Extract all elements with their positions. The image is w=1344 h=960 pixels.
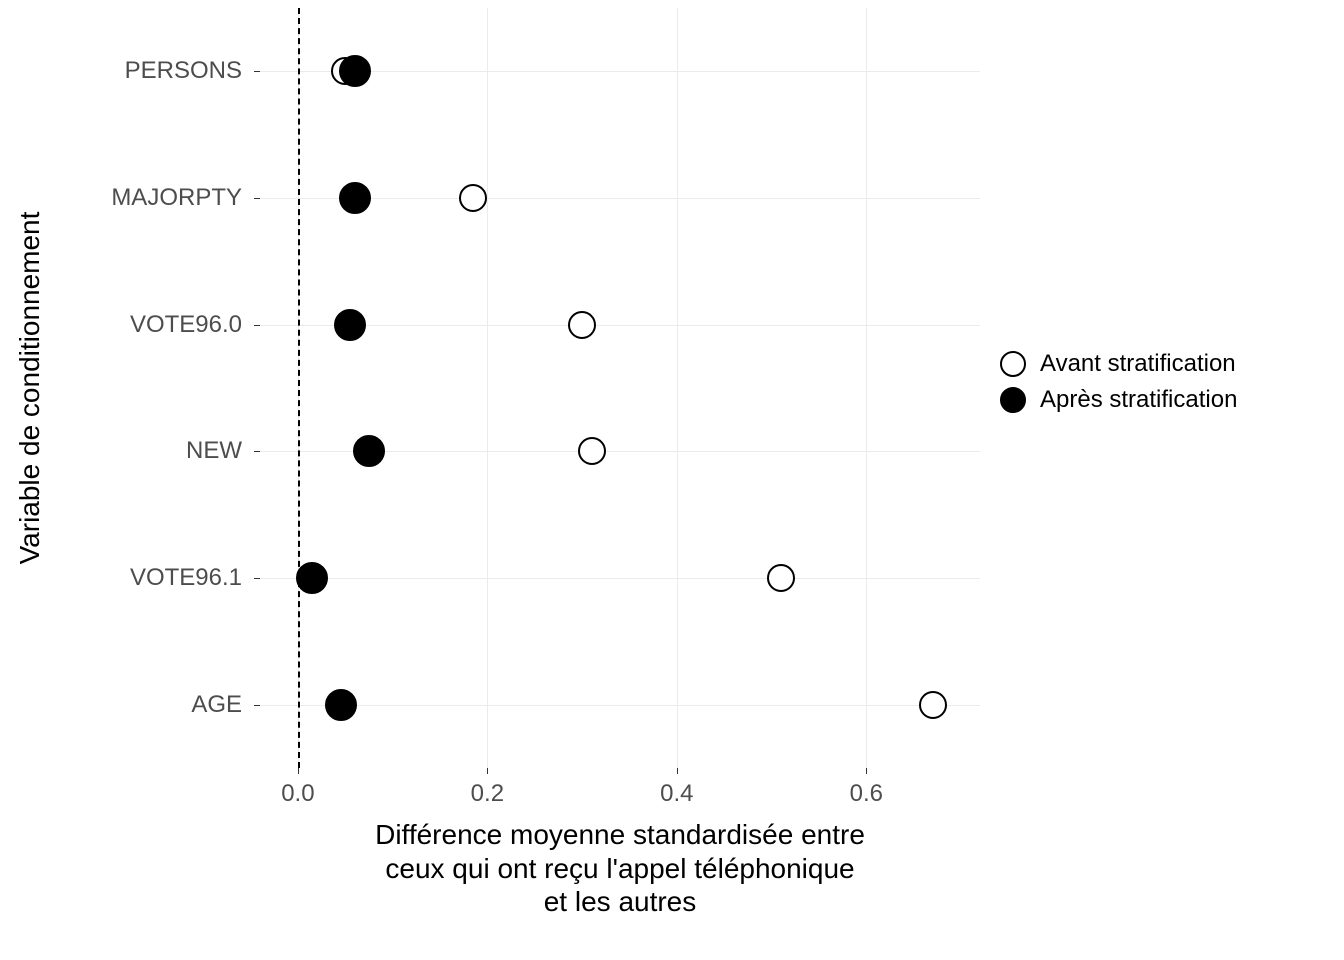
gridline-horizontal (260, 705, 980, 706)
gridline-vertical (866, 8, 867, 768)
legend-label: Après stratification (1040, 386, 1237, 414)
x-tick-mark (677, 768, 678, 774)
y-tick-mark (254, 451, 260, 452)
y-tick-mark (254, 71, 260, 72)
data-point (578, 437, 606, 465)
y-tick-mark (254, 705, 260, 706)
data-point (339, 55, 371, 87)
gridline-vertical (487, 8, 488, 768)
y-tick-mark (254, 325, 260, 326)
y-tick-mark (254, 578, 260, 579)
legend-label: Avant stratification (1040, 350, 1236, 378)
y-axis-title: Variable de conditionnement (14, 212, 46, 565)
x-tick-label: 0.2 (471, 780, 504, 808)
legend-marker (1000, 387, 1026, 413)
plot-area (260, 8, 980, 768)
y-tick-label: VOTE96.1 (0, 564, 242, 592)
y-tick-label: AGE (0, 691, 242, 719)
data-point (296, 562, 328, 594)
x-tick-label: 0.6 (850, 780, 883, 808)
data-point (334, 309, 366, 341)
data-point (325, 689, 357, 721)
x-tick-mark (487, 768, 488, 774)
legend-marker (1000, 351, 1026, 377)
data-point (767, 564, 795, 592)
y-tick-label: PERSONS (0, 57, 242, 85)
legend: Avant stratification Après stratification (1000, 350, 1237, 422)
reference-line (298, 8, 300, 768)
data-point (353, 435, 385, 467)
legend-item: Après stratification (1000, 386, 1237, 414)
x-tick-mark (298, 768, 299, 774)
balance-dotplot: PERSONSMAJORPTYVOTE96.0NEWVOTE96.1AGE 0.… (0, 0, 1344, 960)
y-tick-label: MAJORPTY (0, 184, 242, 212)
data-point (459, 184, 487, 212)
x-tick-mark (866, 768, 867, 774)
data-point (919, 691, 947, 719)
x-tick-label: 0.4 (660, 780, 693, 808)
x-tick-label: 0.0 (281, 780, 314, 808)
data-point (568, 311, 596, 339)
gridline-horizontal (260, 325, 980, 326)
x-axis-title: Différence moyenne standardisée entre ce… (375, 818, 865, 919)
gridline-horizontal (260, 578, 980, 579)
data-point (339, 182, 371, 214)
gridline-vertical (677, 8, 678, 768)
y-tick-mark (254, 198, 260, 199)
legend-item: Avant stratification (1000, 350, 1237, 378)
